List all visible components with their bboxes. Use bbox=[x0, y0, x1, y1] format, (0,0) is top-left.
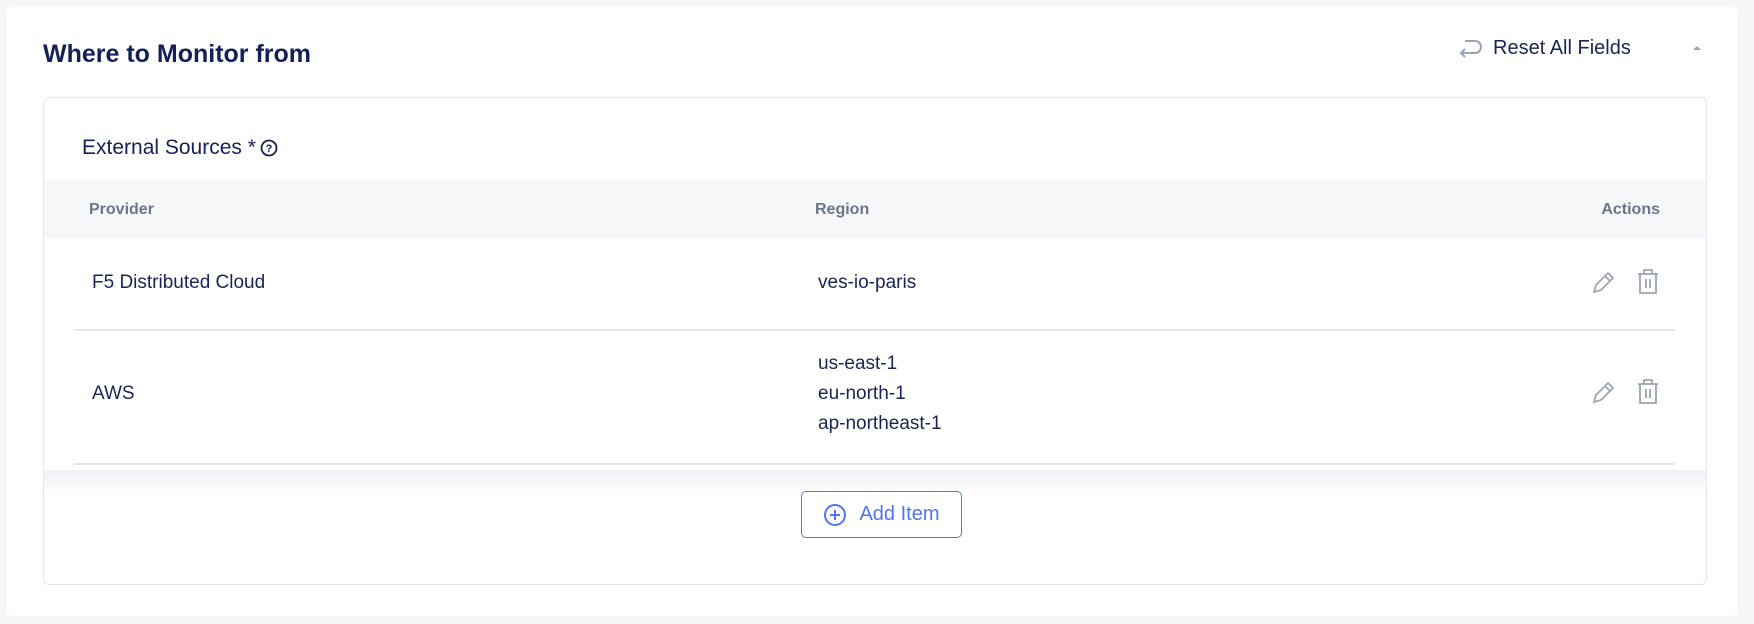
provider-cell: F5 Distributed Cloud bbox=[92, 272, 266, 293]
region-cell: us-east-1 bbox=[818, 353, 898, 374]
edit-icon[interactable] bbox=[1591, 379, 1617, 405]
trash-icon[interactable] bbox=[1636, 268, 1660, 296]
add-item-button[interactable]: Add Item bbox=[801, 491, 962, 538]
plus-circle-icon bbox=[824, 503, 847, 526]
reset-label: Reset All Fields bbox=[1493, 37, 1631, 59]
table-shadow bbox=[44, 470, 1706, 494]
svg-text:?: ? bbox=[266, 143, 273, 155]
region-cell: ves-io-paris bbox=[818, 272, 917, 293]
table-row: F5 Distributed Cloud ves-io-paris bbox=[44, 239, 1706, 329]
region-cell: ap-northeast-1 bbox=[818, 413, 942, 434]
external-sources-panel: External Sources * ? Provider Region Act… bbox=[43, 97, 1707, 585]
help-icon[interactable]: ? bbox=[260, 139, 278, 157]
edit-icon[interactable] bbox=[1591, 269, 1617, 295]
provider-cell: AWS bbox=[92, 383, 135, 404]
column-actions: Actions bbox=[1601, 201, 1660, 218]
reset-all-fields-button[interactable]: Reset All Fields bbox=[1457, 37, 1631, 60]
row-divider bbox=[74, 463, 1675, 465]
column-provider: Provider bbox=[89, 201, 154, 218]
trash-icon[interactable] bbox=[1636, 378, 1660, 406]
table-row: AWS us-east-1 eu-north-1 ap-northeast-1 bbox=[44, 331, 1706, 463]
undo-icon bbox=[1459, 39, 1482, 58]
add-item-label: Add Item bbox=[859, 503, 940, 525]
table-header: Provider Region Actions bbox=[44, 181, 1706, 238]
section-title: Where to Monitor from bbox=[43, 40, 312, 68]
external-sources-label: External Sources * ? bbox=[82, 136, 278, 160]
region-cell: eu-north-1 bbox=[818, 383, 906, 404]
column-region: Region bbox=[815, 201, 870, 218]
where-to-monitor-section: Where to Monitor from Reset All Fields E… bbox=[7, 7, 1737, 616]
chevron-up-icon[interactable] bbox=[1690, 43, 1704, 53]
row-divider bbox=[74, 329, 1675, 331]
